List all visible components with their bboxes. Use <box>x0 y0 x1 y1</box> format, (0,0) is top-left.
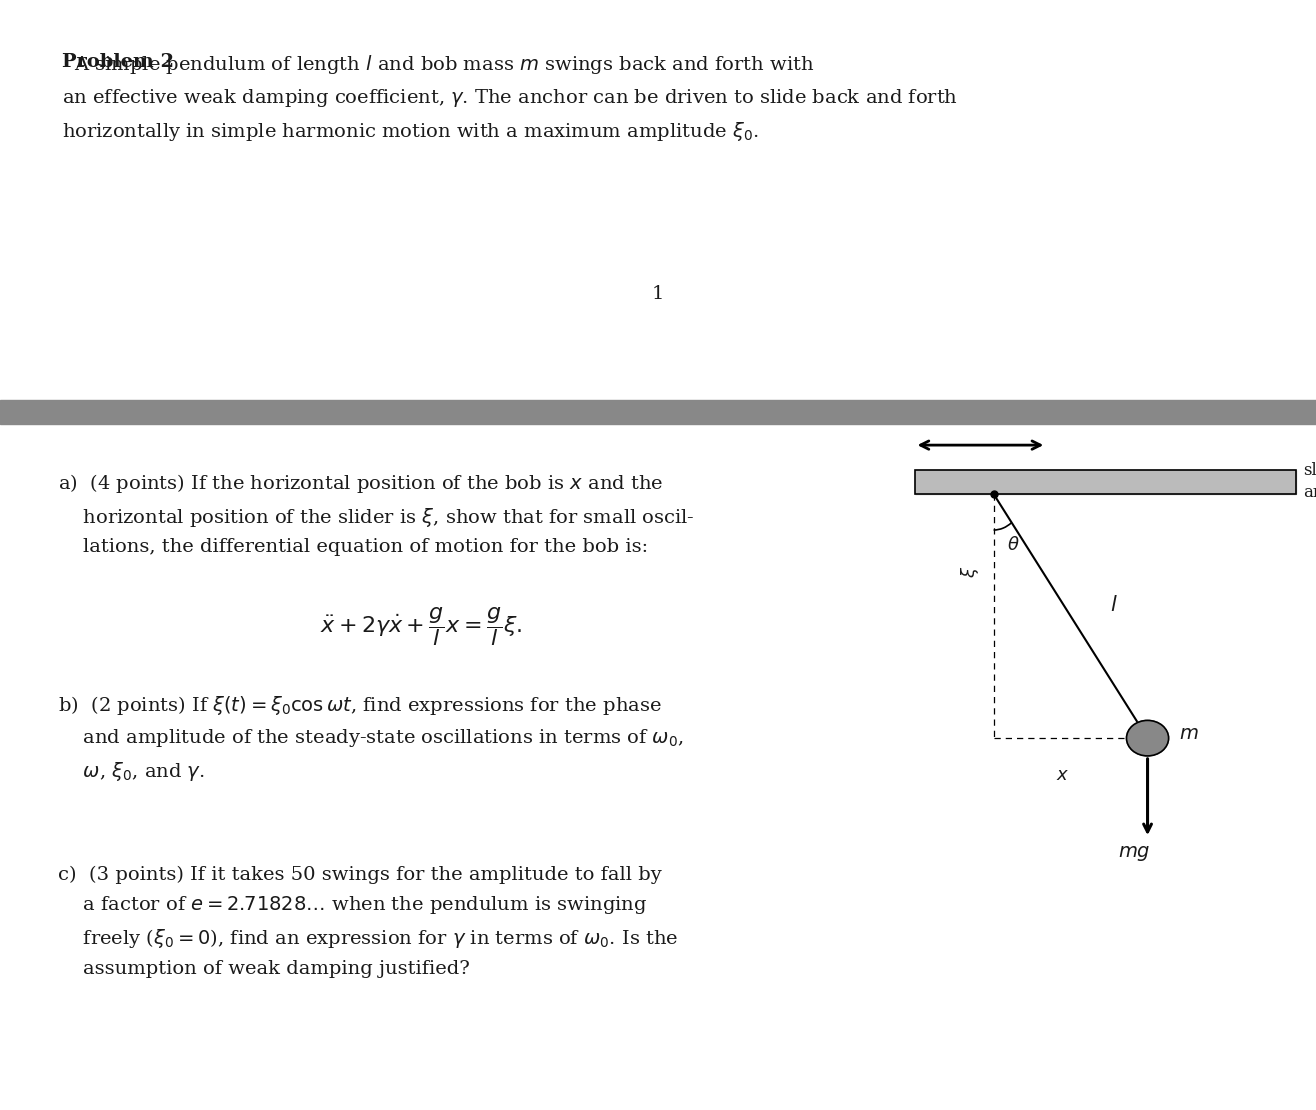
Text: a)  (4 points) If the horizontal position of the bob is $x$ and the
    horizont: a) (4 points) If the horizontal position… <box>58 472 695 556</box>
Text: sliding
anchor: sliding anchor <box>1303 463 1316 501</box>
Text: b)  (2 points) If $\xi(t) = \xi_0 \cos\omega t$, find expressions for the phase
: b) (2 points) If $\xi(t) = \xi_0 \cos\om… <box>58 694 683 784</box>
Text: A simple pendulum of length $l$ and bob mass $m$ swings back and forth with
an e: A simple pendulum of length $l$ and bob … <box>62 53 958 143</box>
Text: $\theta$: $\theta$ <box>1007 536 1020 554</box>
Bar <box>915 470 1296 494</box>
Text: $\xi$: $\xi$ <box>959 565 980 578</box>
Text: $x$: $x$ <box>1057 766 1070 784</box>
Bar <box>915 470 1296 494</box>
Text: $m$: $m$ <box>1179 725 1199 743</box>
Text: Problem 2: Problem 2 <box>62 53 174 71</box>
Text: $l$: $l$ <box>1111 595 1117 615</box>
Text: $mg$: $mg$ <box>1119 844 1150 862</box>
Bar <box>0 400 1316 424</box>
Text: $\ddot{x} + 2\gamma\dot{x} + \dfrac{g}{l}x = \dfrac{g}{l}\xi.$: $\ddot{x} + 2\gamma\dot{x} + \dfrac{g}{l… <box>320 605 522 648</box>
Circle shape <box>1126 720 1169 756</box>
Text: c)  (3 points) If it takes 50 swings for the amplitude to fall by
    a factor o: c) (3 points) If it takes 50 swings for … <box>58 866 678 978</box>
Text: 1: 1 <box>651 285 665 303</box>
